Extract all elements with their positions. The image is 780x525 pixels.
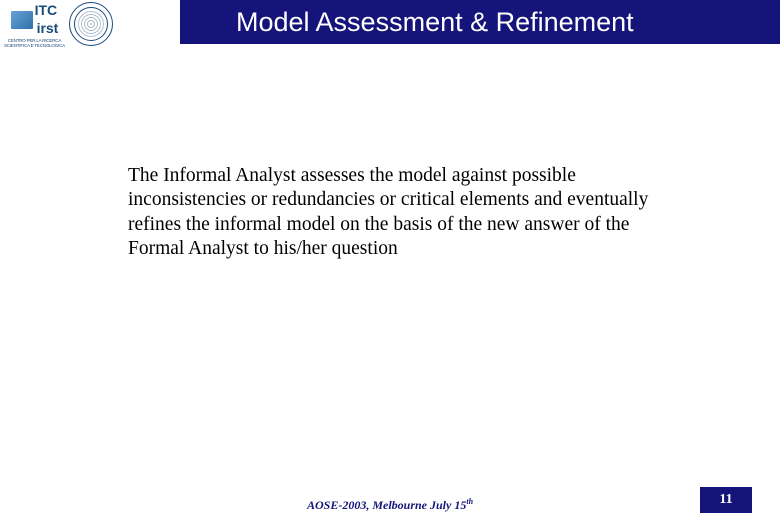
title-bar: Model Assessment & Refinement: [180, 0, 780, 44]
slide-footer: AOSE-2003, Melbourne July 15th 11: [0, 487, 780, 513]
footer-venue-suffix: th: [466, 497, 473, 506]
footer-venue: AOSE-2003, Melbourne July 15th: [307, 497, 473, 513]
seal-pattern: [78, 11, 104, 37]
itc-logo-top: ITC irst: [11, 2, 59, 38]
itc-label: ITC: [35, 2, 58, 18]
itc-logo-text: ITC irst: [35, 2, 59, 38]
logo-area: ITC irst CENTRO PER LA RICERCA SCIENTIFI…: [0, 0, 113, 50]
itc-subtitle: CENTRO PER LA RICERCA SCIENTIFICA E TECN…: [4, 39, 65, 49]
page-number: 11: [719, 492, 732, 508]
itc-mark-icon: [11, 11, 33, 29]
page-number-badge: 11: [700, 487, 752, 513]
slide-header: ITC irst CENTRO PER LA RICERCA SCIENTIFI…: [0, 0, 780, 50]
slide-title: Model Assessment & Refinement: [236, 7, 634, 38]
footer-venue-text: AOSE-2003, Melbourne July 15: [307, 498, 466, 512]
irst-label: irst: [37, 20, 59, 36]
itc-logo: ITC irst CENTRO PER LA RICERCA SCIENTIFI…: [4, 2, 65, 49]
seal-logo-icon: [69, 2, 113, 46]
body-paragraph: The Informal Analyst assesses the model …: [128, 164, 653, 262]
itc-subtitle-line2: SCIENTIFICA E TECNOLOGICA: [4, 43, 65, 48]
